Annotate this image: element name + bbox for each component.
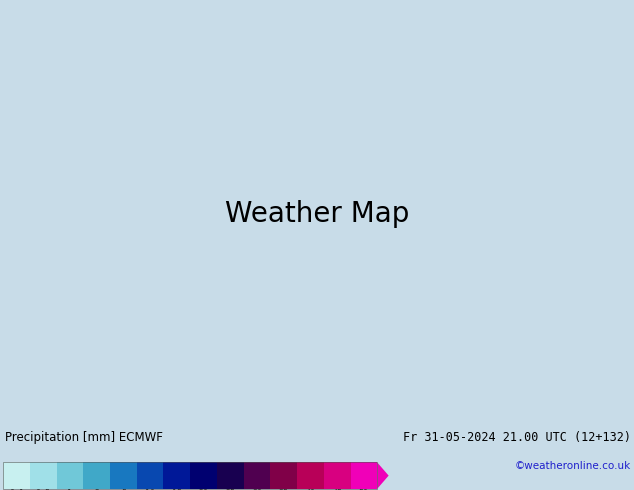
Bar xyxy=(83,463,110,489)
Bar xyxy=(351,463,377,489)
Bar xyxy=(3,463,30,489)
Bar xyxy=(243,463,270,489)
Text: Weather Map: Weather Map xyxy=(225,200,409,228)
Bar xyxy=(217,463,243,489)
Text: ©weatheronline.co.uk: ©weatheronline.co.uk xyxy=(515,461,631,470)
Bar xyxy=(324,463,351,489)
Bar xyxy=(30,463,56,489)
Bar xyxy=(56,463,83,489)
Bar xyxy=(190,463,217,489)
Polygon shape xyxy=(377,463,389,489)
Bar xyxy=(110,463,137,489)
Bar xyxy=(3,463,377,489)
Bar xyxy=(137,463,164,489)
Text: Fr 31-05-2024 21.00 UTC (12+132): Fr 31-05-2024 21.00 UTC (12+132) xyxy=(403,431,631,443)
Bar xyxy=(164,463,190,489)
Bar xyxy=(297,463,324,489)
Bar xyxy=(270,463,297,489)
Text: Precipitation [mm] ECMWF: Precipitation [mm] ECMWF xyxy=(5,431,163,443)
